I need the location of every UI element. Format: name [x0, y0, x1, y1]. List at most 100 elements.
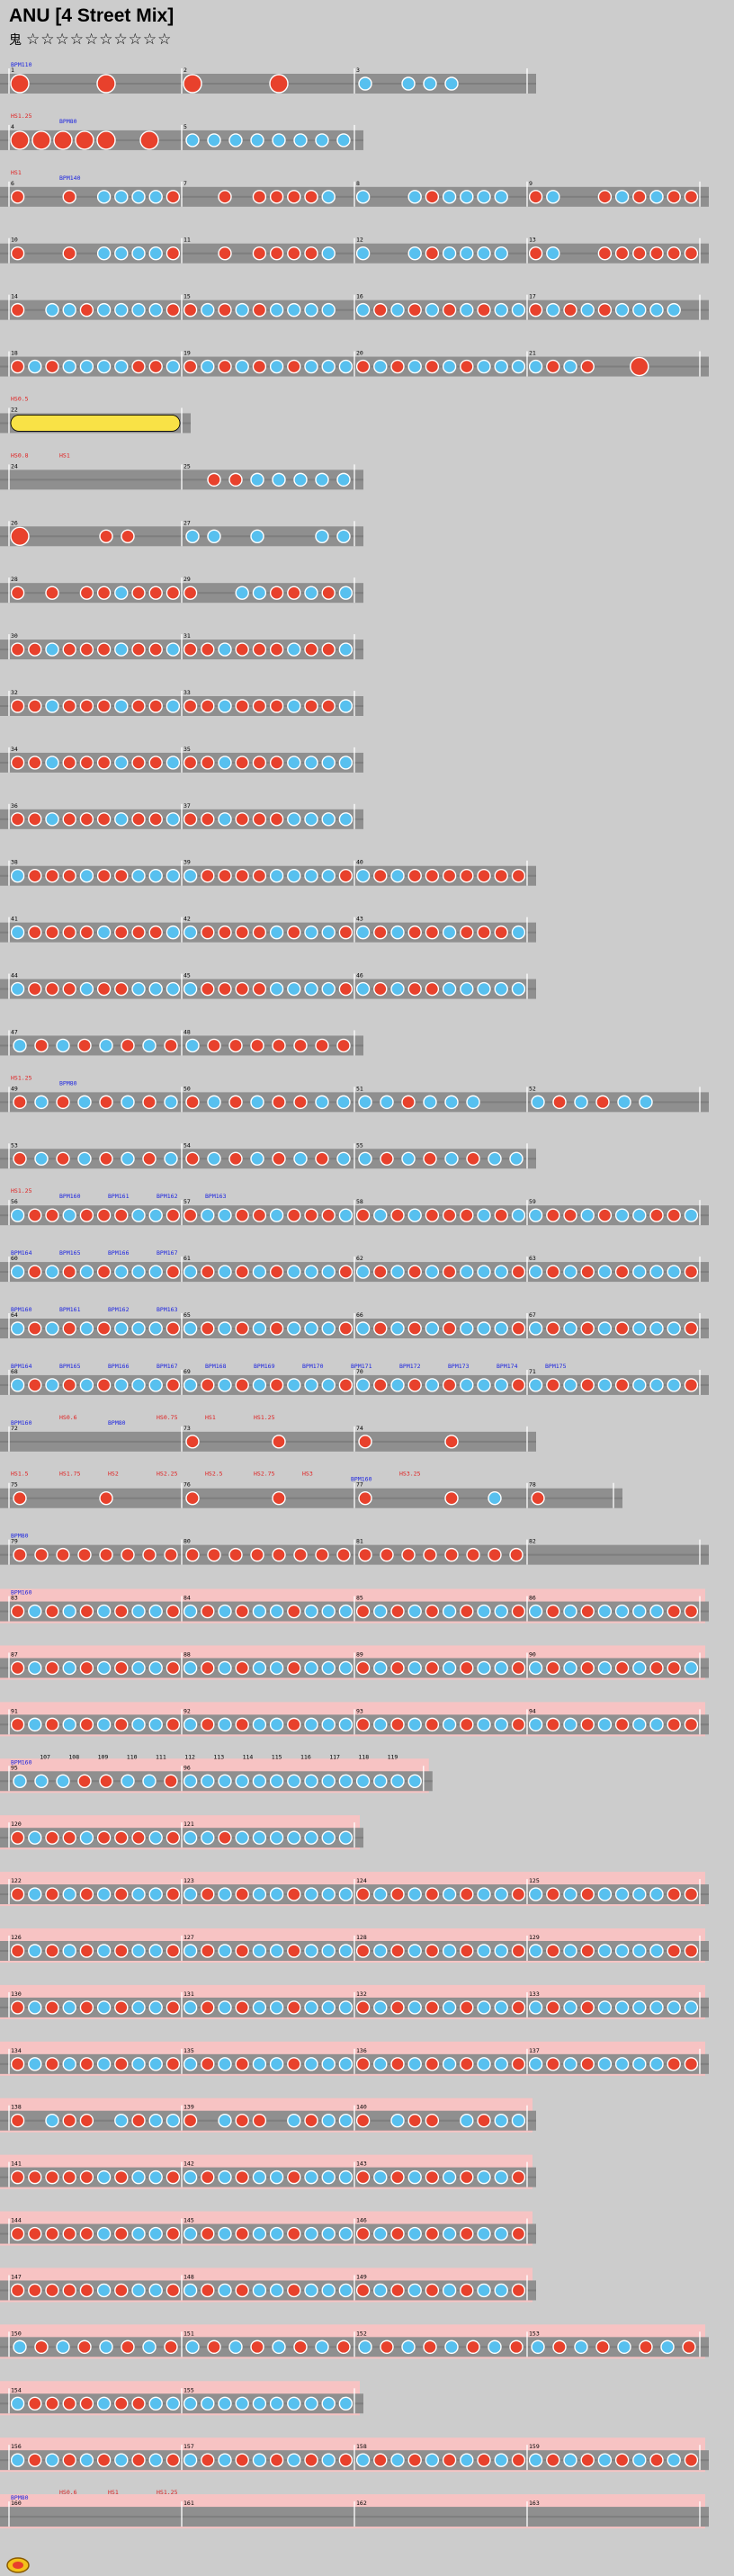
ka-note — [166, 359, 181, 374]
don-note — [10, 586, 25, 600]
ka-note — [131, 2000, 146, 2015]
don-note — [201, 699, 215, 713]
don-note — [287, 925, 301, 940]
don-note — [235, 756, 249, 770]
ka-note — [131, 1944, 146, 1958]
don-note — [269, 642, 284, 657]
don-note — [148, 699, 163, 713]
ka-note — [287, 642, 301, 657]
don-note — [649, 1208, 664, 1222]
don-note — [121, 529, 135, 543]
ka-note — [293, 1151, 308, 1166]
don-note — [45, 1660, 59, 1676]
bpm-change-label: BPM161 — [108, 1193, 130, 1200]
ka-note — [494, 1265, 508, 1279]
scroll-speed-label: HS0.75 — [157, 1414, 178, 1421]
don-note — [373, 1265, 388, 1279]
measure-number: 83 — [11, 1595, 18, 1602]
don-note — [425, 2169, 440, 2185]
don-note — [304, 2453, 318, 2467]
don-note — [252, 2114, 267, 2128]
ka-note — [252, 1830, 267, 1845]
ka-note — [183, 1830, 198, 1845]
don-note — [96, 1321, 112, 1336]
ka-note — [56, 1774, 70, 1788]
ka-note — [407, 2283, 422, 2298]
measure-number: 57 — [184, 1198, 191, 1205]
ka-note — [148, 2057, 163, 2071]
ka-note — [304, 812, 318, 827]
measure-number: 7 — [184, 180, 187, 187]
don-note — [207, 1547, 221, 1562]
scroll-speed-label: HS2.5 — [205, 1471, 223, 1478]
measure-number: 1 — [11, 67, 14, 74]
drumroll-note — [10, 415, 181, 432]
ka-note — [649, 1944, 664, 1958]
ka-note — [390, 2114, 405, 2128]
bpm-change-label: BPM165 — [59, 1363, 81, 1370]
ka-note — [423, 1095, 437, 1110]
ka-note — [407, 1660, 422, 1676]
don-note — [13, 1547, 27, 1562]
don-note — [423, 1547, 437, 1562]
don-note — [546, 359, 560, 374]
ka-note — [183, 1774, 198, 1788]
measure-number: 59 — [529, 1198, 536, 1205]
don-note — [34, 1547, 49, 1562]
ka-note — [201, 302, 215, 318]
ka-note — [79, 1830, 94, 1845]
don-note — [390, 1887, 405, 1901]
don-note — [201, 812, 215, 827]
don-note — [425, 2114, 440, 2128]
ka-note — [114, 1265, 129, 1279]
measure-number: 40 — [356, 859, 363, 866]
ka-note — [338, 2283, 354, 2298]
ka-note — [28, 1604, 42, 1619]
ka-note — [442, 359, 457, 374]
ka-note — [287, 2453, 301, 2467]
don-note — [79, 1208, 94, 1222]
don-note — [380, 2339, 394, 2355]
measure-number: 50 — [184, 1085, 191, 1092]
ka-note — [252, 1944, 267, 1958]
ka-note — [315, 1095, 329, 1110]
don-note — [684, 2453, 699, 2467]
ka-note — [114, 756, 129, 770]
chart-row: BPM80 HS0.6 HS1 HS1.25 160 161 162 163 — [0, 2489, 709, 2529]
measure-number: 107 — [40, 1753, 50, 1760]
don-note — [99, 1547, 113, 1562]
chart-row: 141 142 143 — [0, 2154, 536, 2189]
ka-note — [477, 2226, 491, 2241]
ka-note — [321, 190, 336, 204]
ka-note — [304, 2226, 318, 2241]
don-note — [62, 2169, 76, 2185]
ka-note — [148, 1604, 163, 1619]
don-note — [201, 1265, 215, 1279]
bpm-change-label: BPM164 — [11, 1249, 32, 1257]
measure-number: 53 — [11, 1141, 18, 1149]
don-note — [99, 1151, 113, 1166]
don-note — [10, 190, 25, 204]
ka-note — [407, 1774, 422, 1788]
don-note — [114, 2226, 129, 2241]
ka-note — [401, 76, 416, 91]
don-note — [315, 1038, 329, 1053]
measure-number: 133 — [529, 1990, 540, 1998]
ka-note — [269, 981, 284, 997]
don-note — [390, 1944, 405, 1958]
big-don-note — [269, 74, 289, 94]
don-note — [96, 2453, 112, 2467]
don-note — [252, 812, 267, 827]
ka-note — [425, 1378, 440, 1392]
ka-note — [28, 1944, 42, 1958]
don-note — [114, 925, 129, 940]
ka-note — [252, 1604, 267, 1619]
don-note — [425, 869, 440, 883]
bpm-change-label: BPM163 — [205, 1193, 227, 1200]
don-note — [77, 1038, 92, 1053]
row-labels: BPM110 — [11, 61, 32, 68]
measure-number: 119 — [388, 1753, 398, 1760]
ka-note — [477, 1208, 491, 1222]
ka-note — [304, 1944, 318, 1958]
ka-note — [96, 246, 112, 261]
